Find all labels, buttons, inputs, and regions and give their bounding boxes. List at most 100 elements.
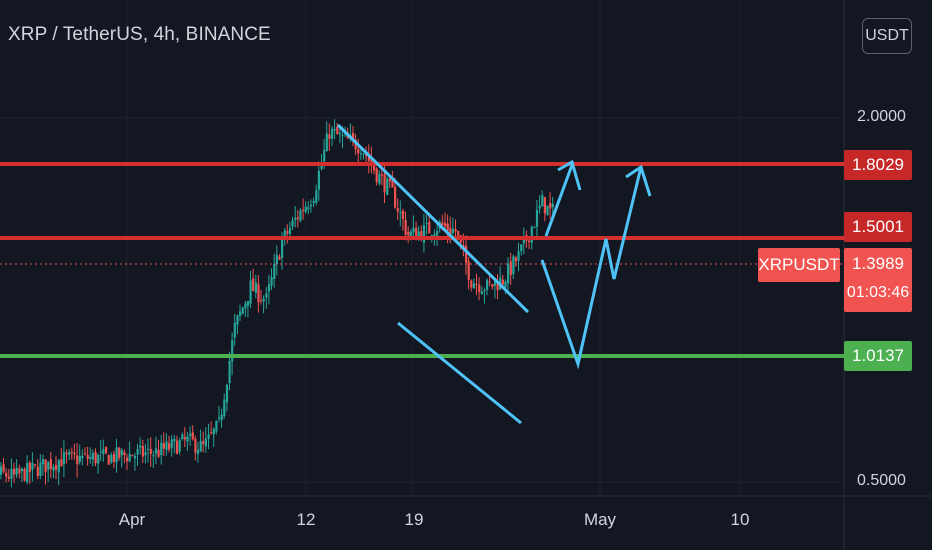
candle-body	[170, 439, 173, 448]
candle-body	[44, 459, 47, 473]
candle-body	[380, 174, 384, 176]
candle-body	[86, 455, 89, 459]
candle-body	[446, 223, 449, 231]
candle-body	[543, 197, 546, 214]
projection-path-2	[544, 164, 574, 237]
candle-body	[359, 153, 363, 155]
candle-body	[84, 453, 87, 455]
trend-drawings[interactable]	[336, 123, 652, 425]
candle-body	[309, 204, 313, 207]
candle-body	[244, 303, 247, 309]
candle-body	[428, 222, 431, 234]
candle-body	[215, 421, 218, 432]
candle-body	[470, 280, 473, 288]
candle-body	[175, 440, 179, 454]
candle-body	[178, 440, 181, 452]
candle-body	[249, 280, 252, 304]
candle-body	[283, 230, 286, 239]
candle-body	[333, 129, 336, 131]
candle-body	[136, 449, 139, 455]
candle-body	[441, 222, 444, 226]
candle-body	[357, 149, 360, 154]
candle-body	[267, 284, 271, 292]
candle-body	[26, 463, 29, 483]
candle-body	[252, 278, 255, 292]
candle-body	[110, 454, 113, 463]
candle-body	[409, 231, 412, 239]
candle-body	[362, 153, 365, 155]
candle-body	[331, 128, 334, 139]
candle-body	[373, 164, 376, 171]
candle-body	[18, 468, 21, 474]
candle-body	[123, 452, 126, 456]
y-tick-label-0-5: 0.5000	[857, 472, 906, 489]
candle-body	[472, 283, 476, 289]
candle-body	[296, 217, 299, 219]
candle-body	[299, 210, 302, 221]
candle-body	[378, 173, 381, 184]
candle-body	[131, 454, 134, 457]
candle-body	[391, 180, 394, 188]
candle-body	[28, 462, 31, 472]
candle-body	[34, 464, 37, 466]
candle-body	[420, 231, 423, 240]
candle-body	[81, 455, 84, 459]
candle-body	[457, 230, 460, 236]
candle-body	[191, 432, 194, 440]
candle-body	[493, 281, 497, 286]
candle-body	[275, 255, 278, 265]
candle-body	[325, 133, 328, 152]
candle-body	[486, 280, 489, 290]
candle-body	[141, 446, 144, 457]
candle-body	[336, 126, 339, 135]
currency-button[interactable]: USDT	[862, 18, 912, 54]
candle-body	[291, 220, 294, 227]
x-tick-label-19: 19	[404, 510, 424, 529]
candle-body	[507, 263, 510, 284]
candle-body	[404, 220, 407, 235]
candle-body	[449, 228, 452, 234]
candle-body	[160, 442, 163, 455]
candle-body	[173, 438, 176, 442]
candle-body	[218, 417, 221, 419]
candle-body	[514, 257, 518, 262]
candle-body	[31, 463, 34, 470]
y-tick-label-2: 2.0000	[857, 108, 906, 125]
candle-body	[112, 453, 116, 462]
candle-body	[501, 279, 504, 285]
projection-path-1	[540, 166, 643, 370]
support-price-tag-1-0137: 1.0137	[844, 341, 912, 371]
candle-body	[323, 149, 326, 162]
candle-body	[528, 240, 531, 243]
projection-arrowhead-1	[625, 164, 652, 197]
candle-body	[415, 227, 418, 241]
candle-body	[383, 173, 386, 193]
candle-body	[533, 227, 536, 228]
candle-body	[128, 453, 131, 462]
candle-body	[454, 229, 457, 232]
vertical-gridlines	[126, 0, 741, 496]
candle-body	[549, 203, 552, 209]
candle-body	[239, 311, 242, 316]
x-tick-label-12: 12	[296, 510, 316, 529]
candle-body	[270, 277, 273, 286]
candle-body	[168, 443, 171, 450]
candle-body	[133, 455, 137, 459]
candle-body	[394, 186, 397, 208]
candle-body	[304, 206, 307, 212]
candle-body	[183, 437, 186, 440]
candle-body	[260, 300, 263, 302]
candle-body	[231, 340, 234, 362]
candle-body	[467, 261, 470, 280]
candle-body	[246, 300, 250, 306]
candle-body	[480, 291, 483, 294]
candle-body	[262, 298, 265, 302]
candle-body	[60, 459, 63, 467]
candle-body	[204, 438, 207, 447]
candle-body	[186, 436, 189, 442]
candle-body	[5, 472, 8, 477]
candle-body	[236, 315, 239, 325]
x-tick-label-may: May	[583, 510, 617, 529]
candle-body	[265, 293, 268, 298]
